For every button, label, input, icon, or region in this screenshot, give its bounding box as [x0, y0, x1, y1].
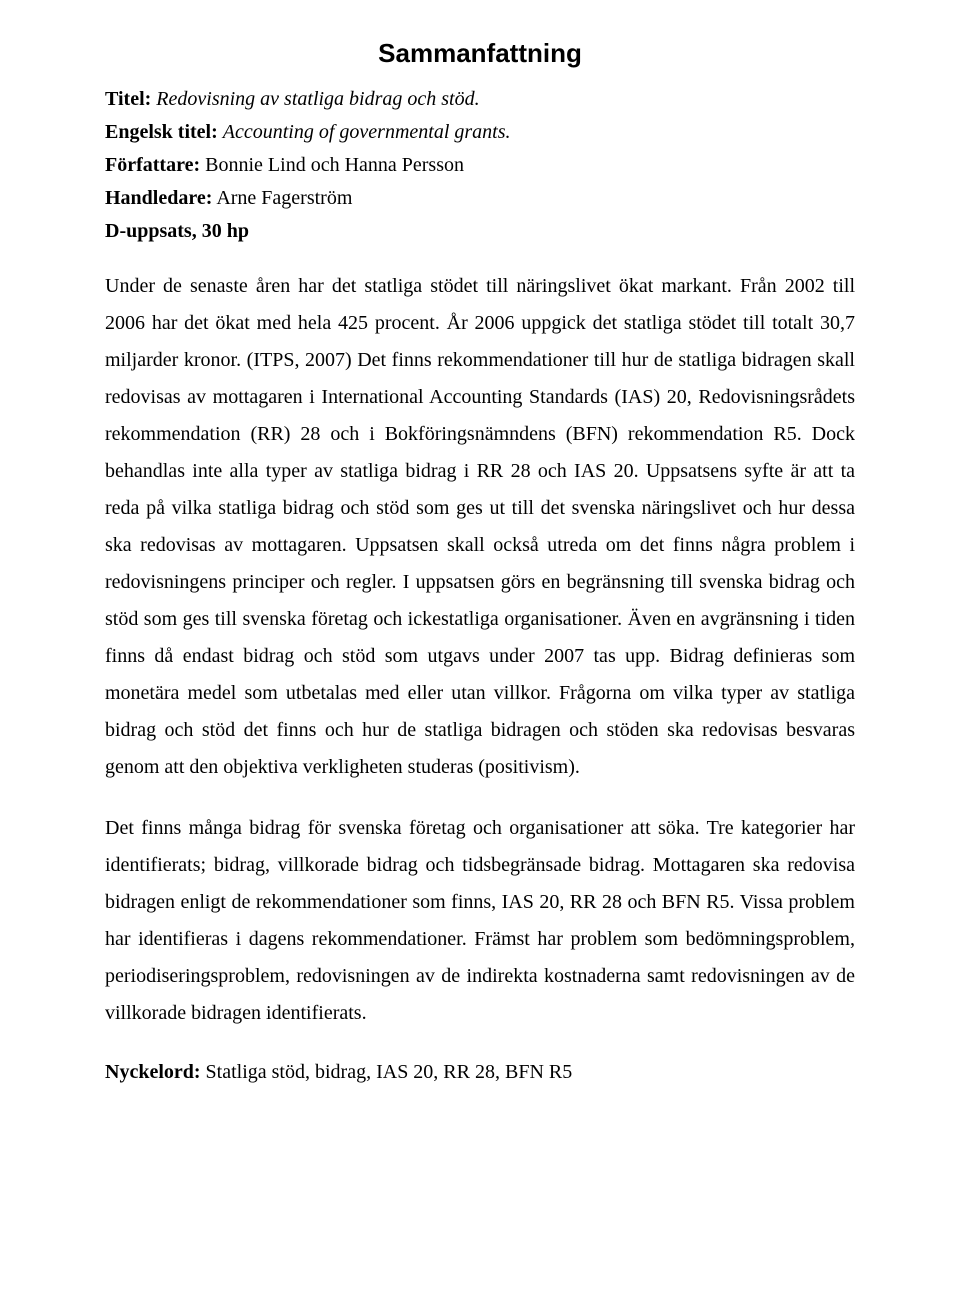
keywords-label: Nyckelord: [105, 1061, 201, 1083]
keywords-line: Nyckelord: Statliga stöd, bidrag, IAS 20… [105, 1056, 855, 1089]
paragraph-1: Under de senaste åren har det statliga s… [105, 268, 855, 786]
meta-uppsats-label: D-uppsats, 30 hp [105, 220, 249, 242]
keywords-value: Statliga stöd, bidrag, IAS 20, RR 28, BF… [206, 1061, 573, 1083]
meta-uppsats: D-uppsats, 30 hp [105, 215, 855, 248]
meta-forfattare-label: Författare: [105, 154, 200, 176]
meta-titel-value: Redovisning av statliga bidrag och stöd. [156, 88, 479, 110]
meta-titel-label: Titel: [105, 88, 151, 110]
metadata-block: Titel: Redovisning av statliga bidrag oc… [105, 83, 855, 248]
meta-handledare-value: Arne Fagerström [216, 187, 352, 209]
meta-engelsk: Engelsk titel: Accounting of governmenta… [105, 116, 855, 149]
meta-titel: Titel: Redovisning av statliga bidrag oc… [105, 83, 855, 116]
meta-forfattare: Författare: Bonnie Lind och Hanna Persso… [105, 149, 855, 182]
paragraph-2: Det finns många bidrag för svenska föret… [105, 810, 855, 1032]
meta-engelsk-value: Accounting of governmental grants. [223, 121, 511, 143]
meta-handledare-label: Handledare: [105, 187, 212, 209]
page-title: Sammanfattning [105, 38, 855, 69]
meta-handledare: Handledare: Arne Fagerström [105, 182, 855, 215]
document-page: Sammanfattning Titel: Redovisning av sta… [0, 0, 960, 1316]
meta-forfattare-value: Bonnie Lind och Hanna Persson [205, 154, 464, 176]
meta-engelsk-label: Engelsk titel: [105, 121, 218, 143]
